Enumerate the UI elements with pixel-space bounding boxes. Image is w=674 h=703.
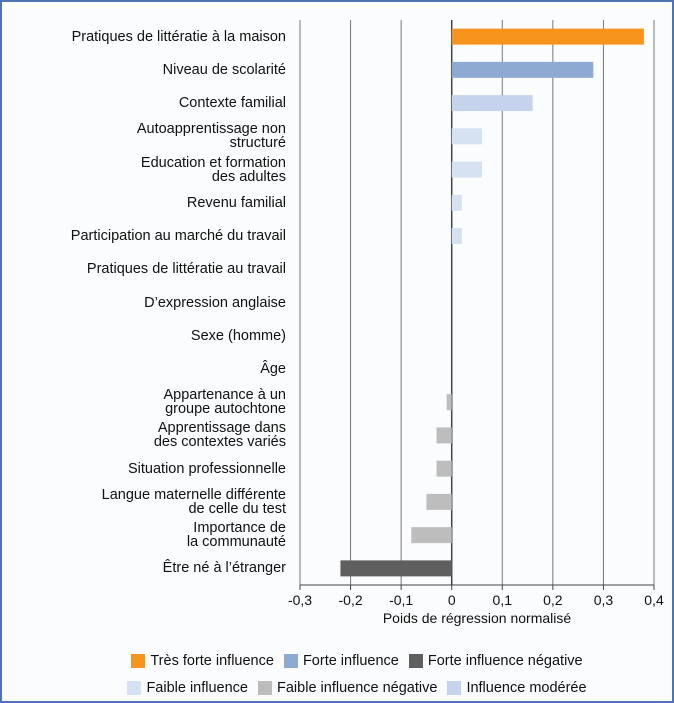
legend: Très forte influence Forte influence Forte… (2, 647, 672, 701)
legend-swatch (127, 680, 142, 695)
bar (451, 95, 533, 112)
bar (446, 394, 452, 411)
x-tick-label: 0,1 (493, 592, 513, 608)
category-label: Langue maternelle différente de celle du… (101, 486, 286, 517)
category-label: Âge (260, 360, 286, 377)
category-label: Sexe (homme) (190, 327, 286, 344)
legend-label: Très forte influence (150, 652, 274, 669)
legend-row: Très forte influence Forte influence Forte… (42, 647, 672, 674)
bar (451, 194, 462, 211)
legend-item: Faible influence (127, 680, 248, 696)
legend-swatch (447, 680, 462, 695)
category-label: Apprentissage dans des contextes variés (153, 420, 286, 451)
legend-swatch (408, 653, 423, 668)
x-tick-label: 0,4 (644, 592, 664, 608)
category-label: Education et formation des adultes (140, 154, 286, 185)
category-label: Être né à l’étranger (162, 560, 286, 577)
bar (426, 493, 452, 510)
x-tick-label: 0,3 (594, 592, 614, 608)
category-label: Situation professionnelle (128, 460, 286, 477)
bar (451, 128, 483, 145)
legend-swatch (131, 653, 146, 668)
legend-label: Influence modérée (466, 679, 587, 696)
x-tick-label: 0 (448, 592, 456, 608)
category-label: Appartenance à un groupe autochtone (163, 387, 286, 418)
category-label: Autoapprentissage non structuré (136, 121, 286, 152)
x-axis-title: Poids de régression normalisé (383, 610, 572, 626)
legend-item: Faible influence négative (258, 680, 437, 696)
bar (436, 427, 452, 444)
bar (411, 527, 452, 544)
category-label: Revenu familial (186, 194, 286, 211)
legend-label: Faible influence négative (277, 679, 438, 696)
legend-item: Influence modérée (447, 679, 587, 696)
x-tick-label: 0,2 (543, 592, 563, 608)
legend-label: Faible influence (146, 679, 249, 696)
bar (451, 161, 483, 178)
bar (451, 61, 594, 78)
x-tick-label: -0,2 (339, 592, 363, 608)
category-label: Contexte familial (178, 95, 286, 112)
legend-item: Forte influence négative (408, 652, 583, 669)
x-tick-label: -0,3 (288, 592, 312, 608)
legend-item: Très forte influence (131, 653, 274, 669)
bar (340, 560, 452, 577)
plot: -0,3 -0,2 -0,1 0 0,1 0,2 0,3 0,4 Poids de régres… (288, 20, 664, 626)
category-label: Pratiques de littératie au travail (86, 261, 286, 278)
legend-item: Forte influence (283, 652, 399, 669)
category-label: Niveau de scolarité (162, 61, 286, 78)
bar (451, 228, 462, 245)
category-label: D’expression anglaise (144, 294, 286, 311)
x-tick-label: -0,1 (389, 592, 413, 608)
legend-label: Forte influence (302, 652, 399, 669)
bar (451, 28, 644, 45)
category-label: Importance de la communauté (186, 520, 286, 551)
bar (436, 460, 452, 477)
category-label: Participation au marché du travail (70, 228, 286, 245)
legend-row: Faible influence Faible influence négativ… (42, 674, 672, 701)
legend-label: Forte influence négative (427, 652, 583, 669)
legend-swatch (283, 653, 298, 668)
category-label: Pratiques de littératie à la maison (71, 28, 286, 45)
legend-swatch (258, 680, 273, 695)
